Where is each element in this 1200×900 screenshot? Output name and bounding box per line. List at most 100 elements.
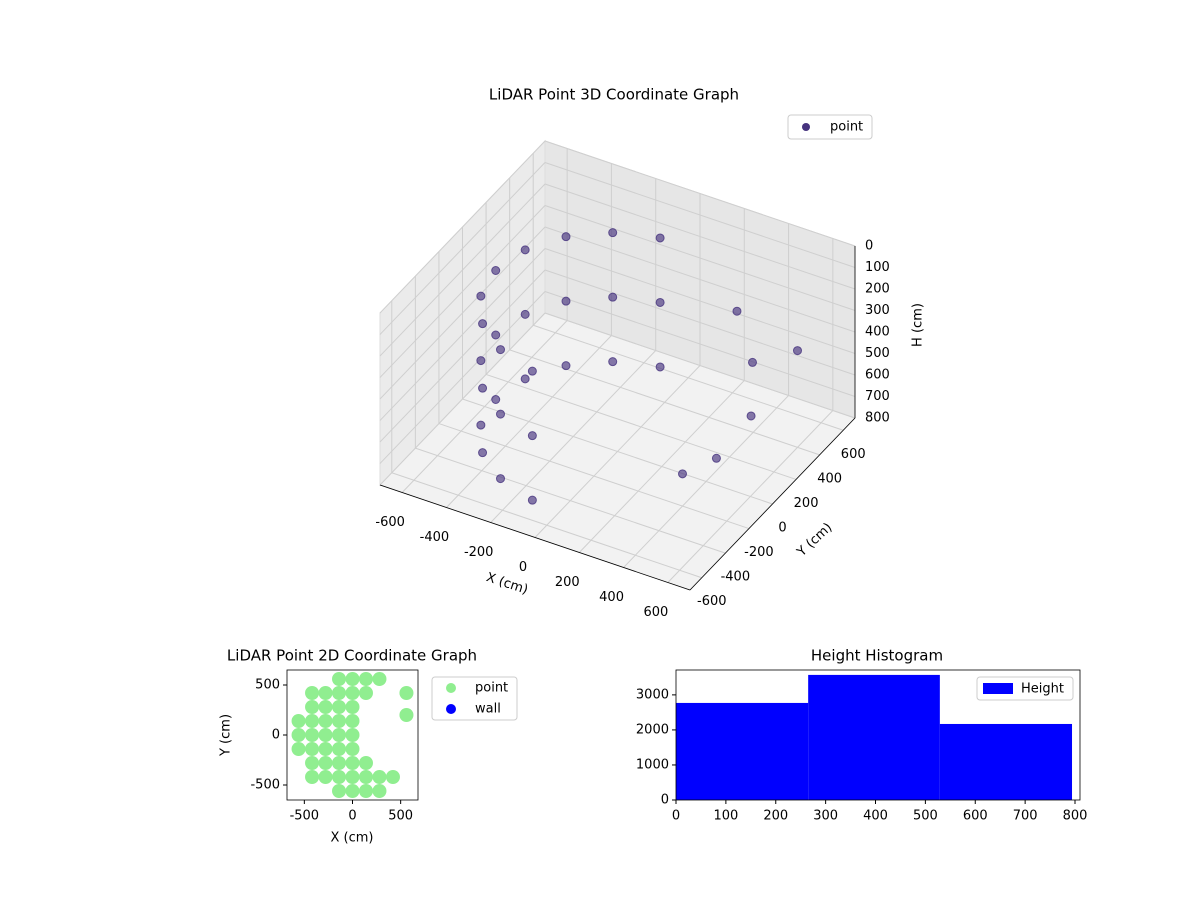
point bbox=[332, 784, 347, 798]
y-tick-label: 1000 bbox=[636, 757, 669, 772]
point bbox=[358, 770, 373, 784]
y-tick-label: 2000 bbox=[636, 722, 669, 737]
x-axis-label: X (cm) bbox=[331, 831, 374, 846]
grid-line bbox=[544, 205, 856, 311]
y-tick-label: -500 bbox=[250, 778, 280, 793]
x-tick-label: -600 bbox=[375, 515, 405, 530]
grid-line bbox=[544, 248, 856, 354]
point bbox=[476, 291, 486, 301]
x-tick-label: 0 bbox=[348, 809, 356, 824]
point bbox=[305, 686, 320, 700]
point bbox=[478, 319, 488, 329]
point bbox=[491, 330, 501, 340]
point bbox=[318, 756, 333, 770]
x-tick-label: 300 bbox=[813, 809, 838, 824]
point bbox=[358, 686, 373, 700]
y-tick-label: -600 bbox=[697, 594, 727, 609]
point bbox=[358, 672, 373, 686]
y-axis-label: Y (cm) bbox=[219, 714, 234, 757]
point bbox=[345, 700, 360, 714]
point bbox=[520, 309, 530, 319]
y-tick-label: 3000 bbox=[636, 687, 669, 702]
point bbox=[491, 395, 501, 404]
x-tick-label: 600 bbox=[643, 605, 668, 620]
point bbox=[372, 672, 387, 686]
grid-line bbox=[485, 373, 797, 480]
y-axis-label: Y (cm) bbox=[794, 520, 836, 560]
point bbox=[520, 374, 530, 384]
grid-line bbox=[544, 162, 856, 268]
z-tick-label: 0 bbox=[865, 239, 873, 254]
bar bbox=[808, 674, 940, 800]
x-tick-label: -400 bbox=[420, 530, 450, 545]
point bbox=[291, 714, 306, 728]
axis-line bbox=[689, 417, 856, 591]
legend-marker bbox=[802, 123, 810, 131]
grid-line bbox=[379, 183, 546, 357]
x-tick-label: 500 bbox=[913, 809, 938, 824]
point bbox=[655, 297, 665, 307]
point bbox=[345, 686, 360, 700]
point bbox=[372, 784, 387, 798]
point bbox=[318, 714, 333, 728]
point bbox=[561, 296, 571, 306]
point bbox=[561, 361, 571, 371]
grid-line bbox=[533, 324, 844, 431]
x-tick-label: 600 bbox=[963, 809, 988, 824]
point bbox=[678, 469, 687, 479]
point bbox=[305, 728, 320, 742]
point bbox=[305, 714, 320, 728]
point bbox=[732, 306, 742, 316]
z-tick-label: 500 bbox=[865, 346, 890, 361]
y-tick-label: 200 bbox=[794, 496, 819, 511]
grid-line bbox=[415, 447, 726, 554]
point bbox=[318, 742, 333, 756]
y-tick-label: 0 bbox=[272, 728, 280, 743]
z-tick-label: 600 bbox=[865, 368, 890, 383]
point bbox=[520, 245, 530, 255]
grid-line bbox=[544, 183, 856, 290]
point bbox=[496, 409, 506, 419]
point bbox=[332, 714, 347, 728]
legend-label: point bbox=[475, 681, 508, 696]
point bbox=[496, 345, 506, 355]
point bbox=[345, 784, 360, 798]
z-tick-label: 200 bbox=[865, 282, 890, 297]
point bbox=[345, 728, 360, 742]
point bbox=[345, 714, 360, 728]
point bbox=[478, 448, 488, 458]
point bbox=[358, 756, 373, 770]
legend-label: wall bbox=[475, 702, 501, 717]
point bbox=[561, 232, 571, 242]
point bbox=[476, 356, 486, 366]
point bbox=[746, 411, 756, 421]
point bbox=[332, 700, 347, 714]
point bbox=[793, 346, 802, 356]
x-tick-label: 200 bbox=[763, 809, 788, 824]
x-tick-label: 800 bbox=[1063, 809, 1088, 824]
point bbox=[345, 770, 360, 784]
legend-box bbox=[787, 114, 873, 140]
point bbox=[291, 728, 306, 742]
x-tick-label: -200 bbox=[464, 545, 494, 560]
legend-marker bbox=[983, 683, 1013, 694]
point bbox=[305, 756, 320, 770]
x-tick-label: 400 bbox=[863, 809, 888, 824]
legend-marker bbox=[446, 704, 456, 714]
z-tick-label: 400 bbox=[865, 325, 890, 340]
point bbox=[345, 756, 360, 770]
y-tick-label: 0 bbox=[778, 521, 786, 536]
point bbox=[478, 383, 488, 393]
chart-title: LiDAR Point 2D Coordinate Graph bbox=[227, 647, 477, 665]
point bbox=[291, 742, 306, 756]
x-tick-label: 0 bbox=[519, 560, 527, 575]
point bbox=[655, 362, 665, 372]
y-tick-label: -400 bbox=[721, 570, 751, 585]
point bbox=[527, 431, 537, 441]
point bbox=[318, 686, 333, 700]
grid-line bbox=[379, 269, 546, 443]
grid-line bbox=[509, 349, 820, 456]
legend-label: Height bbox=[1021, 682, 1064, 697]
point bbox=[358, 784, 373, 798]
